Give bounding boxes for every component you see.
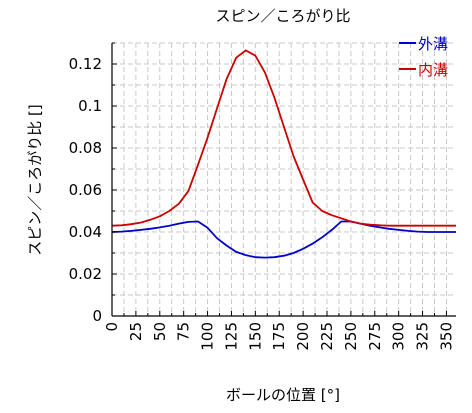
x-tick-label: 275 (366, 322, 384, 351)
y-tick-label: 0.04 (69, 223, 102, 241)
x-axis-label: ボールの位置 [°] (226, 386, 340, 404)
legend-label-1: 外溝 (418, 35, 448, 53)
x-tick-label: 175 (270, 322, 288, 351)
x-tick-label: 350 (437, 322, 455, 351)
axes (111, 42, 456, 317)
tick-labels: 0 25 50 75 100 125 150 175 200 225 250 275 300 325 350… (69, 55, 456, 351)
x-tick-label: 250 (342, 322, 360, 351)
x-tick-label: 50 (151, 322, 169, 341)
x-tick-label: 125 (222, 322, 240, 351)
x-tick-label: 75 (175, 322, 193, 341)
y-tick-label: 0.08 (69, 139, 102, 157)
series-line-1 (111, 220, 456, 259)
x-tick-label: 0 (103, 322, 121, 332)
grid (111, 42, 456, 316)
x-tick-label: 150 (246, 322, 264, 351)
y-tick-label: 0.1 (78, 97, 102, 115)
chart-title: スピン／ころがり比 (215, 7, 350, 25)
x-tick-label: 100 (199, 322, 217, 351)
y-tick-label: 0.06 (69, 181, 102, 199)
x-tick-label: 200 (294, 322, 312, 351)
y-tick-label: 0.02 (69, 265, 102, 283)
y-axis-label: スピン／ころがり比 [] (26, 104, 44, 255)
y-tick-label: 0 (92, 307, 102, 325)
legend-label-2: 内溝 (418, 61, 448, 79)
x-tick-label: 25 (127, 322, 145, 341)
x-tick-label: 225 (318, 322, 336, 351)
x-tick-label: 300 (390, 322, 408, 351)
y-tick-label: 0.12 (69, 55, 102, 73)
series-line-2 (111, 49, 456, 227)
plot-area (111, 49, 456, 259)
x-tick-label: 325 (414, 322, 432, 351)
